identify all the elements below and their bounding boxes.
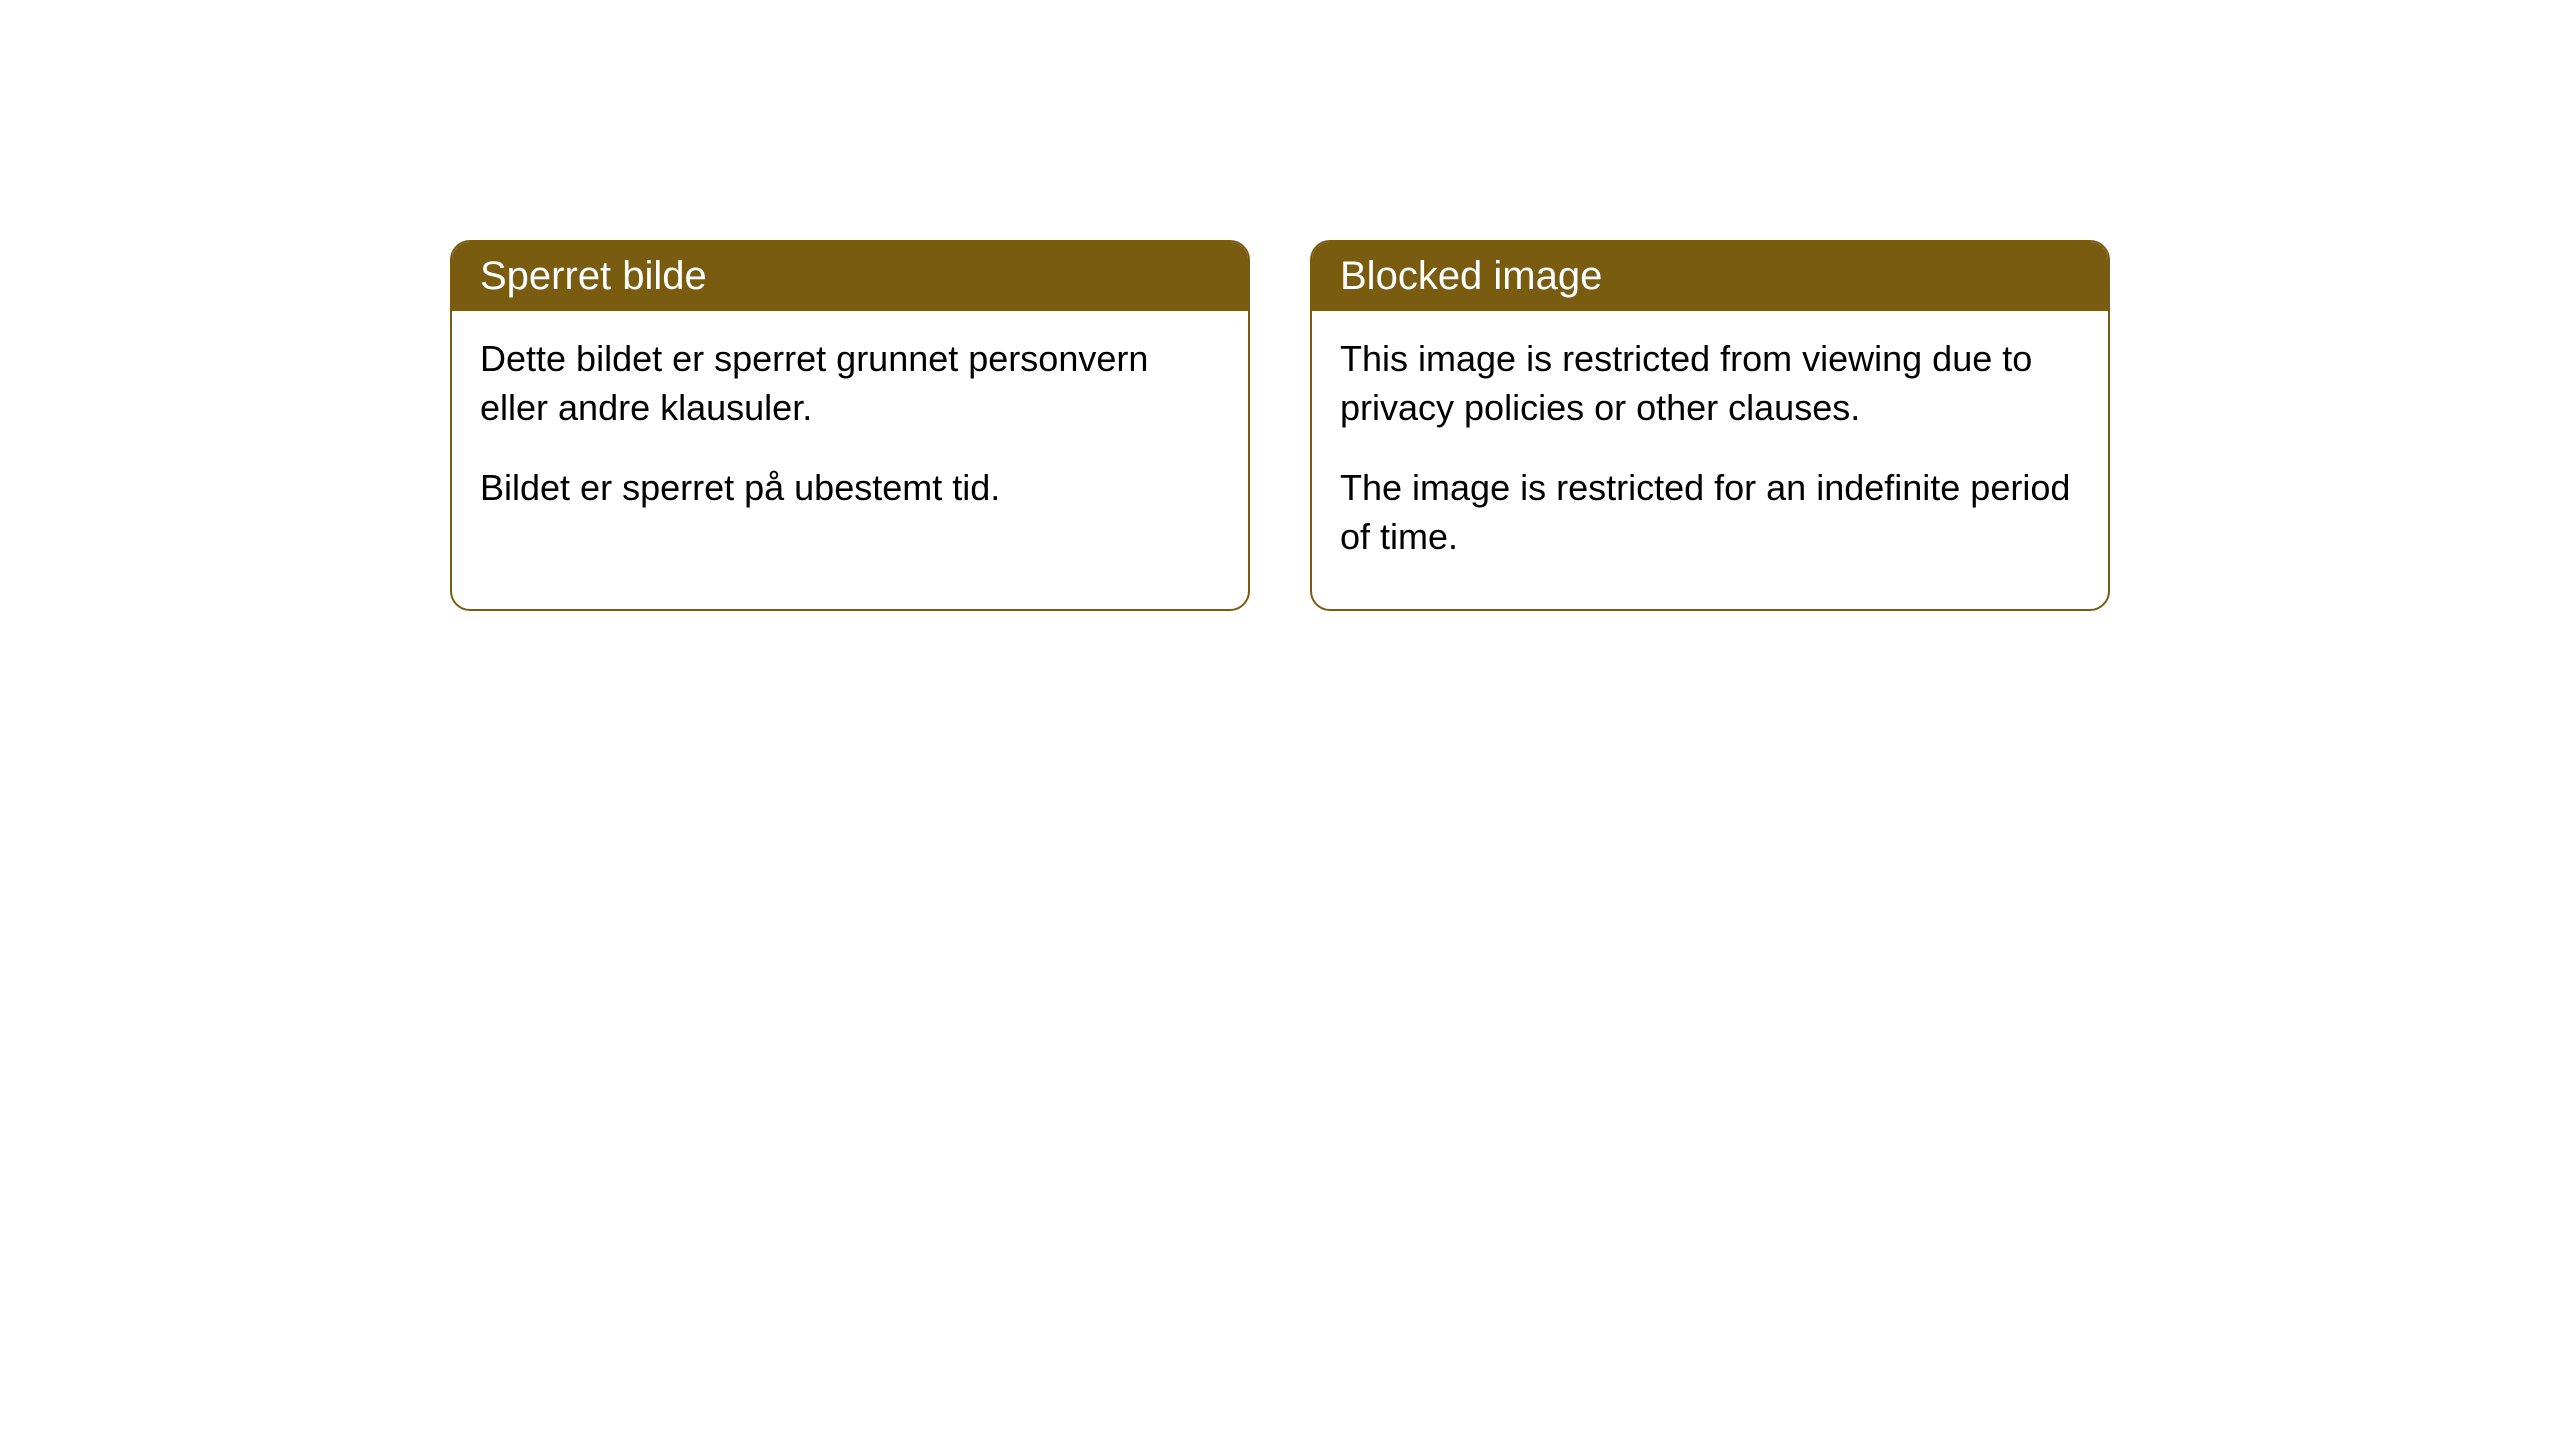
card-paragraph-1: This image is restricted from viewing du… [1340,335,2080,432]
card-english: Blocked image This image is restricted f… [1310,240,2110,611]
card-norwegian: Sperret bilde Dette bildet er sperret gr… [450,240,1250,611]
card-paragraph-2: The image is restricted for an indefinit… [1340,464,2080,561]
card-body-english: This image is restricted from viewing du… [1312,311,2108,609]
card-paragraph-2: Bildet er sperret på ubestemt tid. [480,464,1220,513]
card-paragraph-1: Dette bildet er sperret grunnet personve… [480,335,1220,432]
card-header-norwegian: Sperret bilde [452,242,1248,311]
card-body-norwegian: Dette bildet er sperret grunnet personve… [452,311,1248,561]
cards-container: Sperret bilde Dette bildet er sperret gr… [0,0,2560,611]
card-header-english: Blocked image [1312,242,2108,311]
